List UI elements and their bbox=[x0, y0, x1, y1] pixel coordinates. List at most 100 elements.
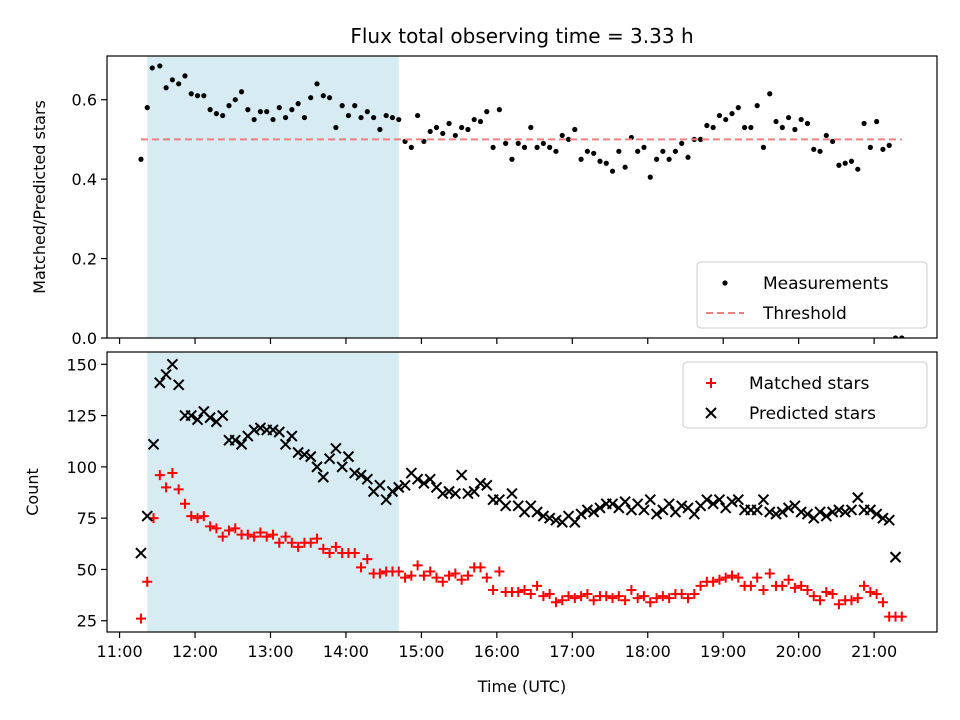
predicted-stars-point bbox=[839, 506, 851, 518]
measurement-point bbox=[515, 140, 521, 146]
measurement-point bbox=[848, 158, 855, 164]
matched-stars-point bbox=[513, 587, 524, 597]
matched-stars-point bbox=[349, 548, 360, 559]
measurement-point bbox=[886, 142, 892, 148]
legend-entry-label: Predicted stars bbox=[749, 404, 876, 424]
predicted-stars-point bbox=[216, 409, 229, 422]
measurement-point bbox=[635, 148, 641, 154]
measurement-point bbox=[389, 114, 396, 121]
legend-plus-marker bbox=[706, 378, 716, 388]
measurement-point bbox=[314, 81, 320, 87]
legend-x-marker bbox=[705, 407, 717, 419]
matched-stars-point bbox=[613, 591, 624, 602]
matched-stars-point bbox=[198, 511, 209, 522]
predicted-stars-point bbox=[418, 477, 430, 489]
measurement-point bbox=[572, 126, 578, 133]
predicted-stars-point bbox=[751, 504, 763, 516]
x-tick-label: 18:00 bbox=[625, 642, 671, 661]
matched-stars-point bbox=[827, 589, 838, 600]
measurement-point bbox=[377, 126, 383, 133]
matched-stars-point bbox=[481, 572, 492, 583]
measurement-point bbox=[578, 156, 584, 162]
matched-stars-point bbox=[519, 584, 530, 595]
measurement-point bbox=[836, 162, 842, 168]
y-tick-label: 150 bbox=[66, 355, 97, 374]
matched-stars-point bbox=[752, 572, 763, 583]
matched-stars-point bbox=[488, 584, 499, 595]
matched-stars-point bbox=[268, 529, 278, 540]
measurement-point bbox=[697, 136, 704, 143]
measurement-point bbox=[396, 116, 402, 123]
matched-stars-point bbox=[601, 591, 612, 602]
matched-stars-point bbox=[720, 572, 731, 583]
measurement-point bbox=[251, 116, 257, 123]
predicted-stars-point bbox=[845, 504, 858, 516]
predicted-stars-point bbox=[267, 424, 279, 436]
predicted-stars-point bbox=[883, 514, 895, 526]
measurement-point bbox=[207, 107, 213, 113]
measurement-point bbox=[528, 124, 534, 131]
y-tick-label: 75 bbox=[77, 509, 97, 528]
x-tick-label: 12:00 bbox=[172, 642, 218, 661]
predicted-stars-point bbox=[235, 438, 248, 451]
predicted-stars-point bbox=[147, 438, 160, 451]
predicted-stars-point bbox=[449, 487, 462, 500]
matched-stars-point bbox=[632, 593, 643, 604]
measurement-point bbox=[804, 120, 811, 127]
matched-stars-point bbox=[638, 591, 649, 602]
predicted-stars-point bbox=[355, 469, 367, 481]
matched-stars-point bbox=[877, 597, 888, 608]
predicted-stars-point bbox=[676, 500, 688, 512]
top-panel: 0.0 0.2 0.4 0.6 Matched/Predicted stars Measu… bbox=[30, 55, 938, 348]
x-tick-label: 21:00 bbox=[851, 642, 897, 661]
matched-stars-point bbox=[412, 560, 423, 571]
matched-stars-point bbox=[588, 595, 599, 606]
matched-stars-point bbox=[657, 591, 668, 602]
measurement-point bbox=[295, 101, 301, 107]
matched-stars-point bbox=[475, 562, 486, 573]
x-tick-label: 17:00 bbox=[549, 642, 595, 661]
matched-stars-point bbox=[833, 599, 844, 610]
predicted-stars-point bbox=[814, 506, 826, 518]
matched-stars-point bbox=[865, 587, 876, 597]
matched-stars-point bbox=[815, 595, 826, 606]
predicted-stars-point bbox=[713, 493, 726, 506]
top-legend: Measurements Threshold bbox=[696, 261, 928, 329]
matched-stars-point bbox=[859, 580, 870, 591]
predicted-stars-point bbox=[298, 448, 311, 461]
measurement-point bbox=[163, 85, 169, 91]
predicted-stars-point bbox=[374, 479, 386, 492]
measurement-point bbox=[710, 124, 716, 131]
matched-stars-point bbox=[374, 568, 385, 579]
matched-stars-point bbox=[676, 589, 687, 600]
matched-stars-point bbox=[802, 584, 813, 595]
measurement-point bbox=[823, 132, 829, 139]
matched-stars-point bbox=[418, 570, 429, 581]
matched-stars-point bbox=[727, 570, 738, 581]
measurement-point bbox=[471, 116, 477, 123]
matched-stars-point bbox=[532, 580, 543, 591]
matched-stars-point bbox=[444, 570, 455, 581]
matched-stars-point bbox=[764, 568, 775, 579]
measurement-point bbox=[257, 109, 264, 115]
measurement-point bbox=[194, 93, 201, 99]
predicted-stars-point bbox=[455, 469, 468, 481]
measurement-point bbox=[729, 110, 735, 117]
matched-stars-point bbox=[205, 521, 216, 532]
measurement-point bbox=[603, 160, 609, 166]
predicted-stars-point bbox=[732, 493, 745, 506]
measurement-point bbox=[345, 112, 352, 119]
measurement-point bbox=[597, 158, 603, 164]
measurement-point bbox=[716, 112, 723, 119]
measurement-point bbox=[433, 124, 440, 131]
measurement-point bbox=[748, 124, 754, 131]
measurement-point bbox=[741, 124, 748, 131]
predicted-stars-point bbox=[606, 498, 619, 510]
predicted-stars-point bbox=[870, 508, 883, 520]
measurement-point bbox=[496, 107, 502, 113]
measurement-point bbox=[773, 118, 779, 125]
predicted-stars-point bbox=[311, 461, 323, 473]
matched-stars-point bbox=[620, 595, 631, 606]
measurement-point bbox=[352, 103, 358, 109]
